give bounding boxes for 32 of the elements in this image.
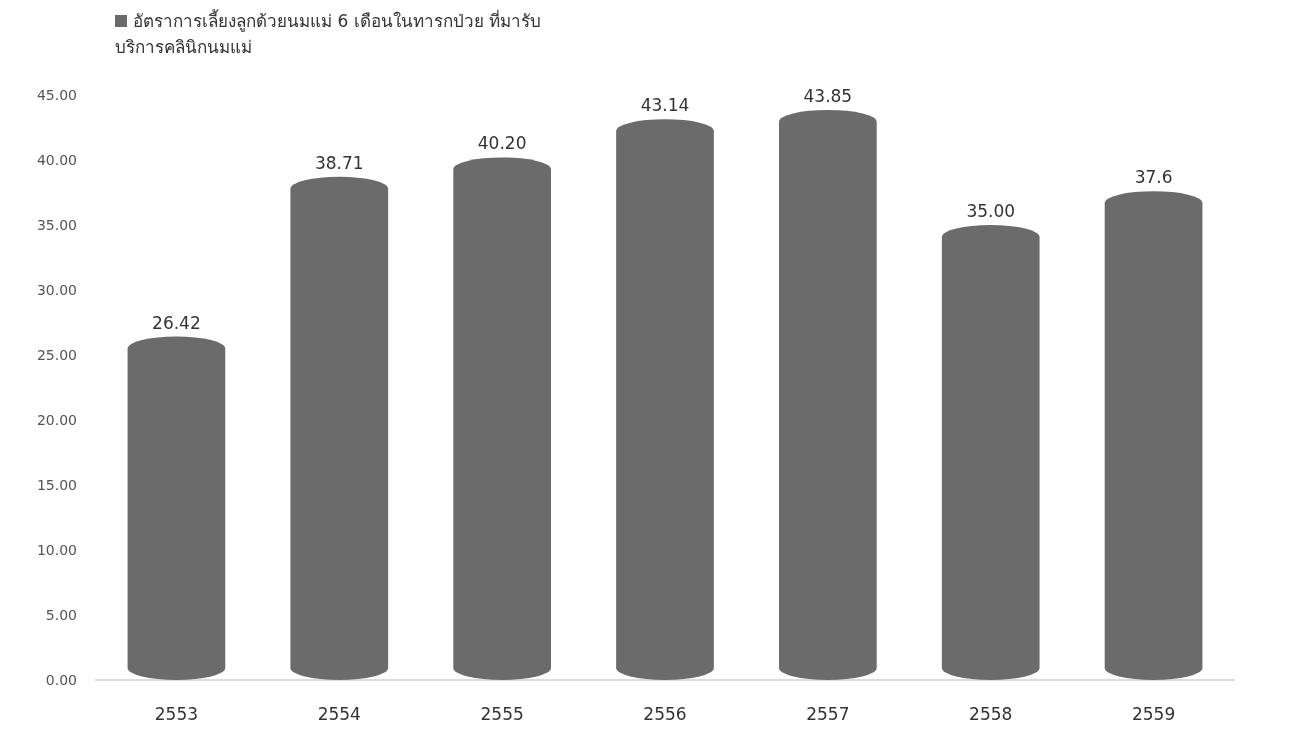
y-tick-label: 35.00	[36, 217, 77, 233]
x-tick-label: 2554	[317, 704, 361, 724]
data-label: 26.42	[152, 312, 201, 333]
data-label: 43.85	[803, 85, 853, 106]
data-label: 43.14	[640, 95, 690, 116]
x-tick-label: 2555	[480, 704, 524, 724]
bar	[290, 176, 389, 680]
bar	[616, 119, 714, 680]
x-tick-label: 2557	[806, 704, 850, 724]
bar	[127, 336, 226, 680]
bar	[941, 225, 1040, 680]
x-tick-label: 2553	[154, 704, 199, 724]
data-label: 37.6	[1134, 167, 1173, 188]
x-tick-label: 2556	[643, 704, 687, 724]
data-label: 40.20	[477, 133, 527, 154]
x-tick-label: 2559	[1131, 704, 1176, 724]
data-label: 35.00	[966, 201, 1016, 221]
bar	[779, 109, 877, 680]
y-tick-label: 25.00	[36, 347, 77, 363]
bar	[1104, 191, 1203, 680]
bar	[453, 157, 551, 680]
data-label: 38.71	[314, 152, 364, 173]
y-tick-label: 0.00	[45, 672, 77, 688]
y-tick-label: 15.00	[36, 477, 77, 493]
x-tick-label: 2558	[969, 704, 1013, 724]
y-tick-label: 5.00	[45, 607, 77, 623]
y-tick-label: 45.00	[36, 87, 77, 103]
y-tick-label: 30.00	[36, 282, 77, 298]
y-tick-label: 10.00	[36, 542, 77, 558]
y-tick-label: 40.00	[36, 152, 77, 168]
y-tick-label: 20.00	[36, 412, 77, 428]
legend-label: อัตราการเลี้ยงลูกด้วยนมแม่ 6 เดือนในทารกป่วย ที่มารับบริการคลินิกนมแม่	[115, 11, 542, 57]
